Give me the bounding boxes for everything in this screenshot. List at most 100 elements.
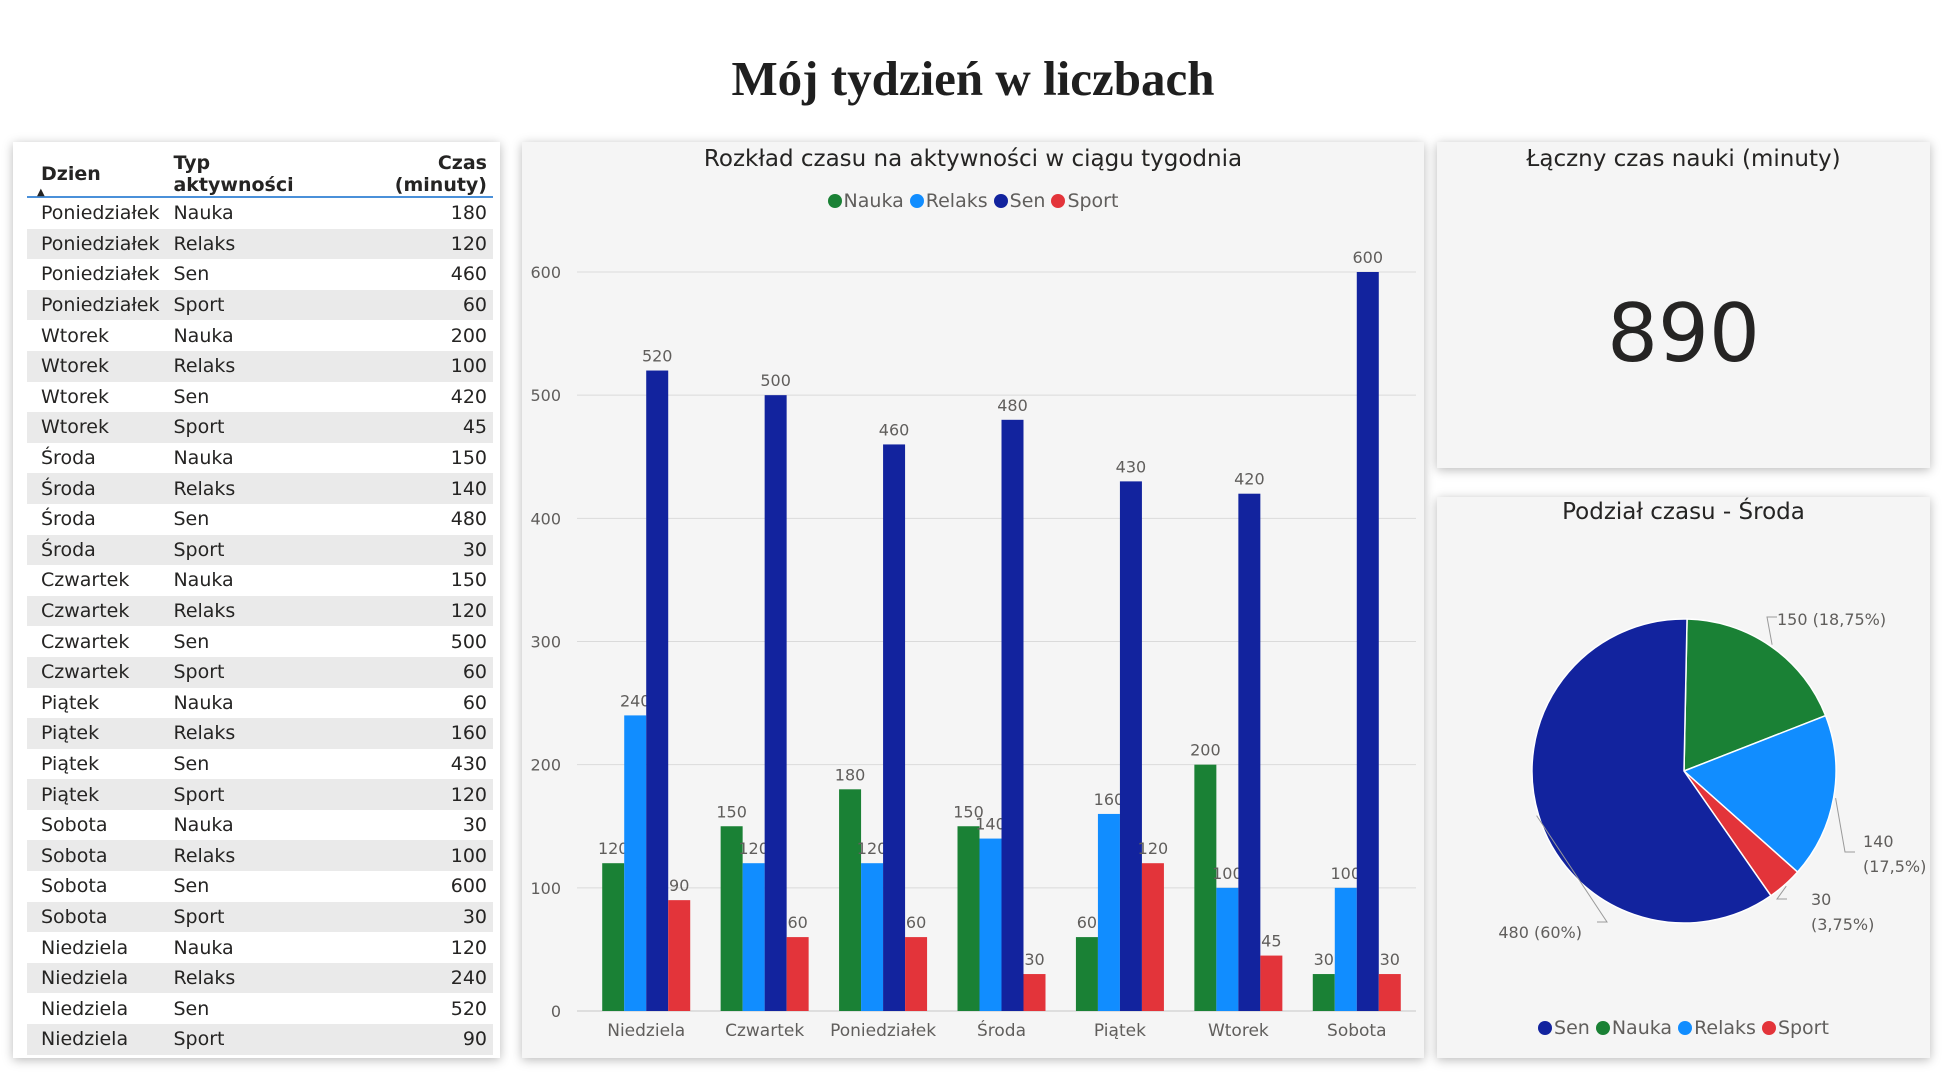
bar-nauka[interactable]	[720, 826, 743, 1011]
bar-legend-item-relaks[interactable]: Relaks	[909, 190, 988, 212]
bar-legend-item-sport[interactable]: Sport	[1051, 190, 1118, 212]
bar-sport[interactable]	[1141, 863, 1164, 1011]
table-row[interactable]: Środa Relaks 140	[27, 473, 493, 504]
bar-sport[interactable]	[1378, 974, 1401, 1011]
table-row[interactable]: Wtorek Sport 45	[27, 412, 493, 443]
x-tick-label: Niedziela	[607, 1021, 685, 1041]
pie-legend-item-sport[interactable]: Sport	[1761, 1017, 1829, 1039]
leader-line	[1536, 815, 1608, 923]
bar-legend-item-nauka[interactable]: Nauka	[827, 190, 904, 212]
cell-activity-type: Nauka	[173, 202, 234, 225]
pie-legend-item-sen[interactable]: Sen	[1538, 1017, 1590, 1039]
cell-activity-type: Sen	[173, 875, 210, 898]
table-row[interactable]: Poniedziałek Nauka 180	[27, 197, 493, 229]
bar-sport[interactable]	[1260, 955, 1283, 1011]
table-row[interactable]: Niedziela Nauka 120	[27, 932, 493, 963]
bar-nauka[interactable]	[1194, 764, 1217, 1011]
pie-data-label: 480 (60%)	[1498, 923, 1582, 942]
table-row[interactable]: Piątek Sport 120	[27, 779, 493, 810]
table-row[interactable]: Piątek Relaks 160	[27, 718, 493, 749]
table-row[interactable]: Środa Sport 30	[27, 534, 493, 566]
data-label: 150	[716, 802, 747, 821]
table-row[interactable]: Czwartek Sen 500	[27, 626, 493, 657]
cell-time: 430	[450, 752, 487, 775]
column-header-time[interactable]: Czas (minuty)	[331, 152, 493, 198]
cell-activity-type: Relaks	[159, 962, 332, 994]
table-row[interactable]: Piątek Sen 430	[27, 749, 493, 780]
cell-time: 150	[450, 569, 487, 592]
bar-legend-item-sen[interactable]: Sen	[993, 190, 1045, 212]
bar-nauka[interactable]	[1312, 974, 1335, 1011]
table-row[interactable]: Niedziela Sport 90	[27, 1024, 493, 1055]
bar-relaks[interactable]	[979, 838, 1002, 1011]
table-row[interactable]: Sobota Nauka 30	[27, 810, 493, 841]
bar-sen[interactable]	[1119, 481, 1142, 1012]
sort-ascending-icon[interactable]: ▲	[37, 187, 45, 198]
pie-slice-sen[interactable]	[1531, 618, 1772, 924]
bar-relaks[interactable]	[861, 863, 884, 1011]
cell-time: 240	[331, 962, 493, 994]
cell-time: 30	[331, 534, 493, 566]
bar-sen[interactable]	[883, 444, 906, 1011]
table-row[interactable]: Środa Sen 480	[27, 504, 493, 535]
table-row[interactable]: Niedziela Relaks 240	[27, 962, 493, 994]
pie-legend-item-nauka[interactable]: Nauka	[1595, 1017, 1673, 1039]
bar-nauka[interactable]	[1075, 937, 1098, 1011]
cell-activity-type: Relaks	[159, 595, 332, 627]
column-header-day[interactable]: Dzien ▲	[27, 152, 160, 198]
bar-relaks[interactable]	[1097, 813, 1120, 1011]
cell-activity-type: Sen	[173, 997, 210, 1020]
bar-nauka[interactable]	[839, 789, 862, 1011]
cell-time: 120	[331, 228, 493, 260]
y-tick-label: 300	[530, 633, 561, 652]
bar-relaks[interactable]	[1334, 887, 1357, 1011]
bar-nauka[interactable]	[602, 863, 625, 1011]
table-row[interactable]: Wtorek Relaks 100	[27, 350, 493, 382]
table-row[interactable]: Sobota Relaks 100	[27, 840, 493, 872]
cell-activity-type: Sen	[173, 508, 210, 531]
x-tick-label: Środa	[977, 1019, 1026, 1041]
table-row[interactable]: Piątek Nauka 60	[27, 688, 493, 719]
pie-slice-nauka[interactable]	[1683, 618, 1827, 773]
column-header-activity-type[interactable]: Typ aktywności	[159, 152, 332, 198]
table-row[interactable]: Poniedziałek Relaks 120	[27, 228, 493, 260]
bar-sport[interactable]	[1023, 974, 1046, 1011]
table-row[interactable]: Środa Nauka 150	[27, 443, 493, 474]
cell-day: Wtorek	[41, 385, 109, 408]
bar-nauka[interactable]	[957, 826, 980, 1011]
bar-sport[interactable]	[786, 937, 809, 1011]
bar-sen[interactable]	[1001, 419, 1024, 1011]
cell-day: Piątek	[41, 691, 100, 714]
table-row[interactable]: Poniedziałek Sport 60	[27, 289, 493, 321]
legend-label: Relaks	[1694, 1017, 1756, 1039]
table-row[interactable]: Czwartek Relaks 120	[27, 595, 493, 627]
cell-day: Poniedziałek	[41, 263, 160, 286]
bar-sport[interactable]	[905, 937, 928, 1011]
cell-time: 120	[450, 936, 487, 959]
bar-sen[interactable]	[1356, 272, 1379, 1011]
table-row[interactable]: Sobota Sport 30	[27, 901, 493, 933]
table-row[interactable]: Wtorek Sen 420	[27, 382, 493, 413]
bar-sen[interactable]	[764, 395, 787, 1011]
table-row[interactable]: Niedziela Sen 520	[27, 993, 493, 1024]
table-row[interactable]: Czwartek Nauka 150	[27, 565, 493, 596]
cell-activity-type: Nauka	[173, 936, 234, 959]
cell-day: Niedziela	[41, 936, 129, 959]
bar-sen[interactable]	[646, 370, 669, 1011]
bar-relaks[interactable]	[1216, 887, 1239, 1011]
pie-slice-relaks[interactable]	[1682, 714, 1837, 874]
page-title: Mój tydzień w liczbach	[731, 51, 1215, 106]
table-row[interactable]: Czwartek Sport 60	[27, 656, 493, 688]
cell-time: 120	[331, 779, 493, 810]
table-row[interactable]: Sobota Sen 600	[27, 871, 493, 902]
table-row[interactable]: Wtorek Nauka 200	[27, 320, 493, 351]
bar-relaks[interactable]	[624, 715, 647, 1011]
bar-sen[interactable]	[1238, 493, 1261, 1011]
data-label: 60	[906, 913, 926, 932]
data-label: 30	[1314, 950, 1334, 969]
pie-legend-item-relaks[interactable]: Relaks	[1678, 1017, 1756, 1039]
table-row[interactable]: Poniedziałek Sen 460	[27, 259, 493, 290]
bar-relaks[interactable]	[742, 863, 765, 1011]
bar-sport[interactable]	[668, 900, 691, 1011]
legend-label: Nauka	[1611, 1017, 1673, 1039]
